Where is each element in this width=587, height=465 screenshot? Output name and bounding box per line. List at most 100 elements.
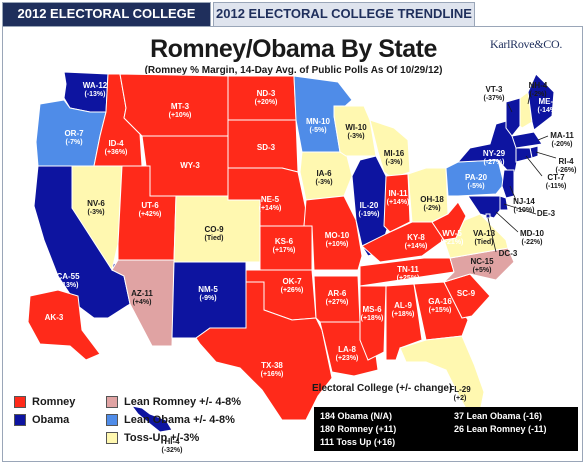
state-margin-wi-10: (-3%)	[347, 133, 364, 140]
state-label-mo-10: MO-10	[325, 231, 350, 240]
state-margin-vt-3: (-37%)	[483, 95, 504, 102]
state-margin-nm-5: (-9%)	[199, 295, 216, 302]
leader-line-dc-3	[487, 217, 497, 253]
leader-line-ma-11	[537, 135, 549, 141]
state-margin-ri-4: (-26%)	[555, 167, 576, 174]
electoral-college-summary: 184 Obama (N/A) 180 Romney (+11) 111 Toss …	[314, 407, 578, 451]
state-shape-ma-11	[511, 131, 543, 149]
leader-line-nj-14	[509, 185, 517, 201]
state-label-nh-4: NH-4	[529, 81, 548, 90]
state-label-ne-5: NE-5	[261, 195, 280, 204]
state-label-tn-11: TN-11	[397, 265, 419, 274]
state-margin-fl-29: (+2)	[454, 395, 467, 402]
state-label-pa-20: PA-20	[465, 173, 488, 182]
state-margin-tx-38: (+16%)	[261, 371, 284, 378]
electoral-college-line: 180 Romney (+11)	[320, 424, 397, 434]
state-margin-nv-6: (-3%)	[87, 209, 104, 216]
state-label-az-11: AZ-11	[131, 289, 153, 298]
state-label-al-9: AL-9	[394, 301, 412, 310]
legend-label: Romney	[32, 396, 76, 408]
state-margin-mt-3: (+10%)	[169, 112, 192, 119]
state-margin-ms-6: (+18%)	[361, 315, 384, 322]
state-shape-hi-4	[130, 405, 173, 433]
state-label-wv-5: WV-5	[442, 229, 462, 238]
state-margin-tn-11: (+25%)	[397, 275, 420, 282]
state-label-la-8: LA-8	[338, 345, 356, 354]
leader-line-vt-3	[507, 103, 513, 113]
state-label-nm-5: NM-5	[198, 285, 218, 294]
state-label-co-9: CO-9	[204, 225, 224, 234]
state-margin-nh-4: (-2%)	[529, 91, 546, 98]
state-shape-me-4	[527, 73, 555, 131]
state-label-il-20: IL-20	[360, 201, 379, 210]
state-label-ok-7: OK-7	[282, 277, 302, 286]
state-margin-nd-3: (+20%)	[255, 99, 278, 106]
state-label-wi-10: WI-10	[345, 123, 367, 132]
state-label-ky-8: KY-8	[407, 233, 425, 242]
legend-label: Lean Obama +/- 4-8%	[124, 414, 235, 426]
brand-logo: KarlRove&CO.	[490, 37, 563, 51]
state-shape-wv-5	[431, 201, 467, 241]
state-label-tx-38: TX-38	[261, 361, 283, 370]
state-shape-ak-3	[27, 289, 101, 361]
state-label-va-13: VA-13	[473, 229, 496, 238]
state-margin-la-8: (+23%)	[336, 355, 359, 362]
electoral-college-line: 26 Lean Romney (-11)	[454, 424, 547, 434]
tab-electoral-college-map[interactable]: 2012 ELECTORAL COLLEGE MAP	[2, 2, 211, 43]
legend-swatch-obama	[14, 414, 26, 426]
state-margin-az-11: (+4%)	[133, 299, 152, 306]
leader-line-de-3	[503, 203, 537, 215]
state-label-ma-11: MA-11	[550, 131, 574, 140]
state-shape-vt-3	[505, 97, 521, 137]
legend-item-obama: Obama	[14, 412, 69, 428]
state-label-dc-3: DC-3	[499, 249, 518, 258]
legend-label: Obama	[32, 414, 70, 426]
page-subtitle: (Romney % Margin, 14-Day Avg. of Public …	[144, 65, 443, 76]
state-shape-nj-14	[501, 169, 515, 199]
state-margin-hi-4: (-32%)	[161, 447, 182, 454]
state-label-nv-6: NV-6	[87, 199, 105, 208]
state-label-id-4: ID-4	[108, 139, 124, 148]
state-margin-oh-18: (-2%)	[423, 205, 440, 212]
state-margin-ut-6: (+42%)	[139, 211, 162, 218]
state-label-ks-6: KS-6	[275, 237, 294, 246]
state-margin-nc-15: (+5%)	[473, 267, 492, 274]
state-label-wy-3: WY-3	[180, 161, 200, 170]
state-margin-ca-55: (-13%)	[57, 282, 78, 289]
state-label-ia-6: IA-6	[316, 169, 332, 178]
state-margin-ga-16: (+15%)	[429, 307, 452, 314]
state-margin-ky-8: (+14%)	[405, 243, 428, 250]
state-shape-md-10	[467, 195, 501, 219]
state-label-ca-55: CA-55	[56, 272, 80, 281]
legend-swatch-lean-obama	[106, 414, 118, 426]
state-label-ri-4: RI-4	[558, 157, 574, 166]
state-margin-il-20: (-19%)	[358, 211, 379, 218]
legend-swatch-tossup	[106, 432, 118, 444]
state-margin-ct-7: (-11%)	[546, 183, 567, 190]
state-label-oh-18: OH-18	[420, 195, 444, 204]
state-margin-ia-6: (-3%)	[315, 179, 332, 186]
electoral-college-title: Electoral College (+/- change)	[312, 383, 453, 394]
electoral-college-line: 37 Lean Obama (-16)	[454, 411, 543, 421]
state-shape-wi-10	[333, 105, 377, 157]
state-shape-fl-29	[399, 335, 485, 417]
state-margin-md-10: (-22%)	[521, 239, 542, 246]
state-margin-ny-29: (-27%)	[483, 159, 504, 166]
state-label-vt-3: VT-3	[486, 85, 503, 94]
state-label-nj-14: NJ-14	[513, 197, 535, 206]
state-margin-wv-5: (+21%)	[441, 239, 464, 246]
leader-line-ct-7	[525, 155, 543, 177]
state-shape-mo-10	[303, 195, 363, 271]
state-margin-ma-11: (-20%)	[551, 141, 572, 148]
state-label-ga-16: GA-16	[428, 297, 452, 306]
legend-swatch-romney	[14, 396, 26, 408]
electoral-college-line: 184 Obama (N/A)	[320, 411, 393, 421]
legend-label: Toss-Up +/-3%	[124, 432, 200, 444]
leader-line-md-10	[495, 211, 519, 233]
tab-electoral-college-trendline[interactable]: 2012 ELECTORAL COLLEGE TRENDLINE	[213, 2, 475, 26]
state-margin-mn-10: (-5%)	[309, 127, 326, 134]
state-label-ms-6: MS-6	[362, 305, 382, 314]
state-margin-ks-6: (+17%)	[273, 247, 296, 254]
state-label-fl-29: FL-29	[449, 385, 471, 394]
